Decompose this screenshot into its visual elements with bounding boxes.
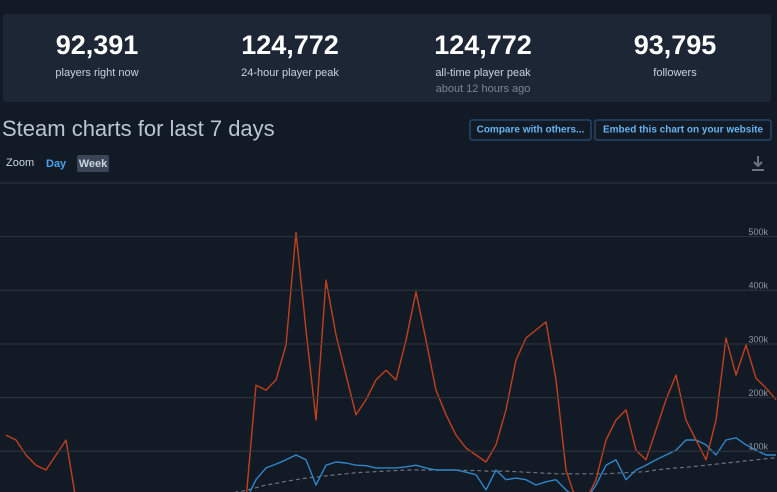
- y-tick-label: 300k: [748, 334, 768, 344]
- stat-value: 93,795: [634, 30, 717, 60]
- zoom-label: Zoom: [6, 157, 34, 169]
- series-line: [249, 437, 776, 492]
- download-icon[interactable]: [752, 156, 764, 171]
- series-line: [235, 457, 777, 492]
- stat-note: about 12 hours ago: [436, 83, 531, 95]
- stats-panel: [3, 14, 771, 102]
- stat-value: 124,772: [241, 30, 339, 60]
- stat-label: players right now: [55, 67, 138, 79]
- plot: [5, 231, 777, 492]
- embed-button-label[interactable]: Embed this chart on your website: [603, 125, 763, 136]
- stat-label: 24-hour player peak: [241, 67, 339, 79]
- stats: 92,391 players right now 124,772 24-hour…: [55, 30, 716, 95]
- embed-button[interactable]: [594, 119, 772, 141]
- zoom-day[interactable]: Day: [46, 158, 67, 170]
- y-tick-label: 400k: [748, 281, 768, 291]
- compare-button[interactable]: [469, 119, 592, 141]
- y-tick-label: 200k: [748, 388, 768, 398]
- compare-button-label[interactable]: Compare with others...: [477, 125, 585, 136]
- heading: Steam charts for last 7 days: [2, 116, 275, 141]
- y-tick-label: 100k: [748, 442, 768, 452]
- stat-label: all-time player peak: [435, 67, 531, 79]
- zoom-week-bg[interactable]: [77, 155, 109, 172]
- y-tick-label: 500k: [748, 227, 768, 237]
- stat-value: 124,772: [434, 30, 532, 60]
- zoom-week[interactable]: Week: [79, 158, 108, 170]
- stat-value: 92,391: [56, 30, 139, 60]
- series-line: [5, 231, 777, 492]
- stat-label: followers: [653, 67, 697, 79]
